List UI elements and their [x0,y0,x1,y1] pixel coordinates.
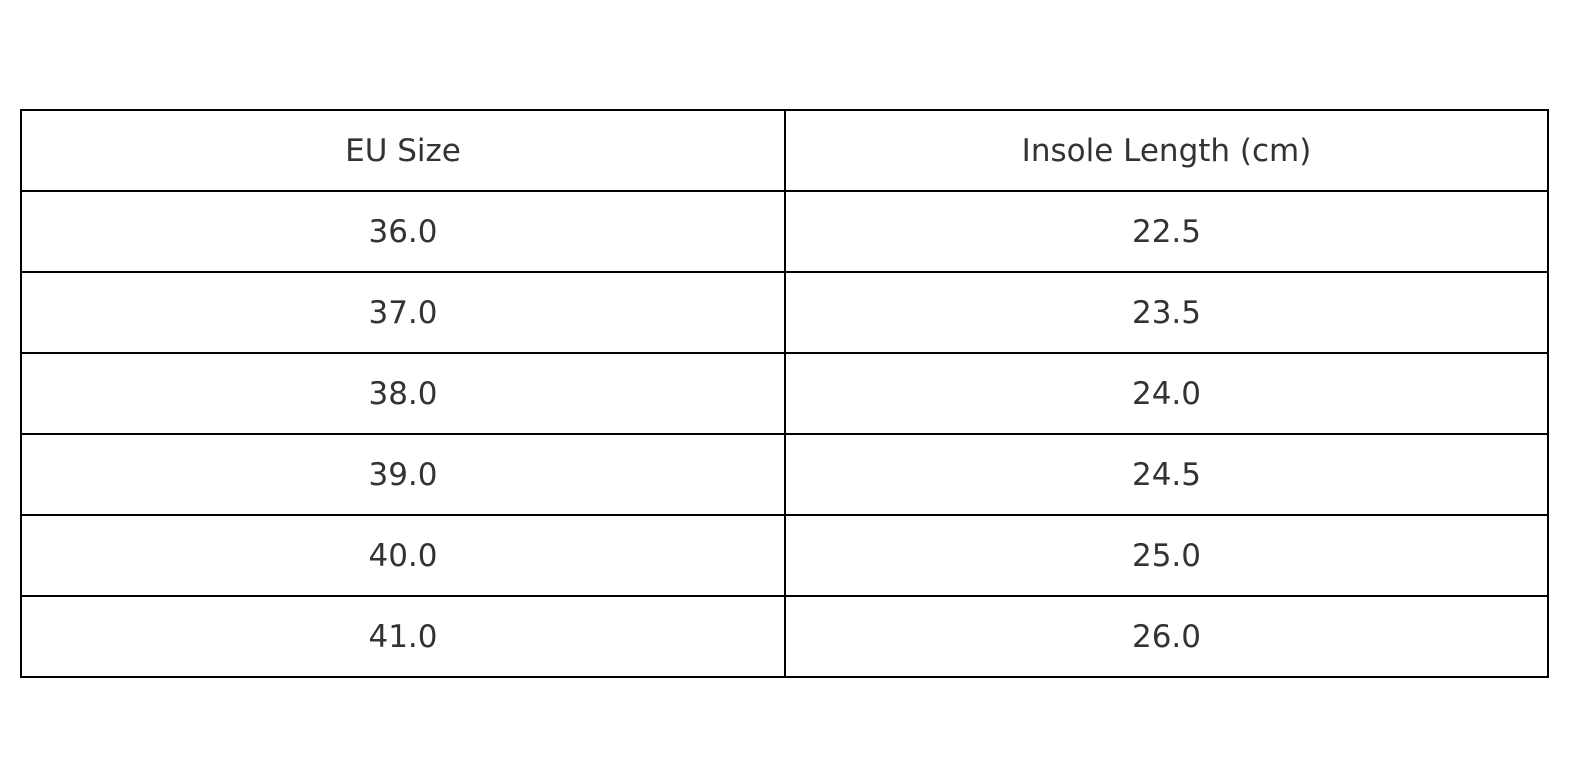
table-row: 39.0 24.5 [20,433,1549,516]
cell-insole-length: 24.0 [784,352,1549,435]
cell-eu-size: 37.0 [20,271,786,354]
size-table: EU Size Insole Length (cm) 36.0 22.5 37.0 2… [20,109,1549,678]
table-row: 37.0 23.5 [20,271,1549,354]
table-row: 38.0 24.0 [20,352,1549,435]
table-row: 36.0 22.5 [20,190,1549,273]
header-eu-size: EU Size [20,109,786,192]
header-row: EU Size Insole Length (cm) [20,109,1549,192]
cell-insole-length: 25.0 [784,514,1549,597]
cell-eu-size: 38.0 [20,352,786,435]
cell-eu-size: 36.0 [20,190,786,273]
header-insole-length: Insole Length (cm) [784,109,1549,192]
table-row: 41.0 26.0 [20,595,1549,678]
table-row: 40.0 25.0 [20,514,1549,597]
cell-insole-length: 23.5 [784,271,1549,354]
cell-eu-size: 39.0 [20,433,786,516]
cell-eu-size: 41.0 [20,595,786,678]
cell-insole-length: 22.5 [784,190,1549,273]
cell-insole-length: 26.0 [784,595,1549,678]
cell-insole-length: 24.5 [784,433,1549,516]
cell-eu-size: 40.0 [20,514,786,597]
